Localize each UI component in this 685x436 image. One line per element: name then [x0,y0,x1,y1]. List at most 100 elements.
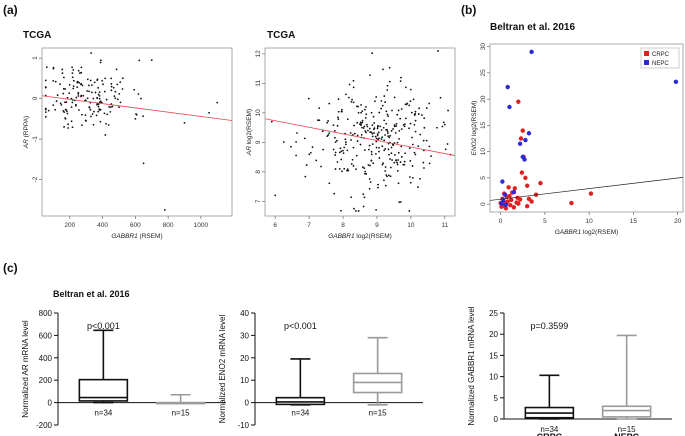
data-point [404,123,406,126]
data-point [118,106,120,109]
data-point [92,123,95,126]
data-point [397,109,400,112]
data-point [71,72,74,75]
data-point [399,80,402,83]
data-point [89,79,92,82]
data-point [338,168,341,170]
data-point [380,107,383,110]
data-point [163,209,166,211]
data-point [308,153,311,156]
data-point [436,126,438,129]
data-point [428,145,431,148]
data-point [342,149,344,152]
data-point [375,96,378,98]
data-point [70,120,73,123]
data-point [70,106,73,109]
data-point [404,152,407,155]
data-point [405,103,408,106]
data-point [334,168,337,170]
y-axis-label: Normalized GABBR1 mRNA level [467,306,476,425]
data-point [339,147,342,150]
data-point [374,135,377,138]
data-point [398,138,400,140]
data-point [336,116,339,119]
data-point [377,131,380,134]
data-point [378,157,381,159]
data-point [409,181,412,184]
data-point [71,76,74,79]
data-point [91,84,93,87]
data-point [380,138,383,140]
data-point [403,163,406,166]
crpc-point [523,175,528,181]
data-point [414,153,417,156]
x-tick-label: 6 [273,222,277,229]
data-point [393,96,396,99]
data-point [350,100,353,103]
data-point [376,127,379,130]
x-tick-label: 200 [64,222,75,229]
data-point [423,117,426,120]
data-point [386,89,389,91]
data-point [303,137,306,140]
crpc-point [503,206,509,211]
data-point [393,124,396,126]
data-point [66,110,68,113]
data-point [45,66,48,69]
data-point [381,163,384,166]
y-tick-label: 0 [32,96,39,100]
y-tick-label: 10 [255,109,262,117]
data-point [367,164,370,166]
data-point [395,122,398,125]
data-point [65,101,68,104]
data-point [309,151,312,154]
data-point [111,105,114,108]
data-point [350,163,353,165]
data-point [374,152,377,155]
data-point [386,113,389,116]
data-point [90,52,93,54]
data-point [408,104,411,107]
y-tick-label: 20 [480,95,487,103]
data-point [315,159,318,162]
data-point [338,151,341,154]
crpc-point [509,197,514,203]
data-point [437,50,439,52]
data-point [52,80,55,82]
nepc-point [529,49,534,55]
data-point [119,81,122,83]
data-point [114,97,117,100]
data-point [365,123,368,126]
data-point [295,154,297,157]
box-iqr [78,378,129,402]
data-point [411,177,414,179]
box-iqr [601,405,652,418]
data-point [87,84,90,87]
plot-frame [41,47,233,217]
data-point [388,153,390,156]
scatter-plot-a1: 200 400 600 800 1000 -2 -1 0 1 GABBR1 (RSEM) AR (R… [23,47,233,240]
data-point [97,110,100,113]
data-point [439,96,442,99]
data-point [444,148,447,151]
data-point [383,149,386,152]
data-point [359,143,362,146]
data-point [397,151,400,154]
data-point [371,124,374,127]
data-point [375,146,378,149]
data-point [381,136,384,139]
data-point [381,145,384,148]
y-tick-label: 0 [480,202,487,206]
data-point [44,86,47,89]
data-point [377,183,379,186]
data-point [397,182,400,185]
y-tick-label: 10 [489,373,498,382]
data-point [55,100,58,102]
data-point [362,205,365,208]
data-point [403,160,406,163]
data-point [59,83,61,86]
data-point [327,134,330,136]
data-point [363,149,366,151]
nepc-point [517,141,523,146]
